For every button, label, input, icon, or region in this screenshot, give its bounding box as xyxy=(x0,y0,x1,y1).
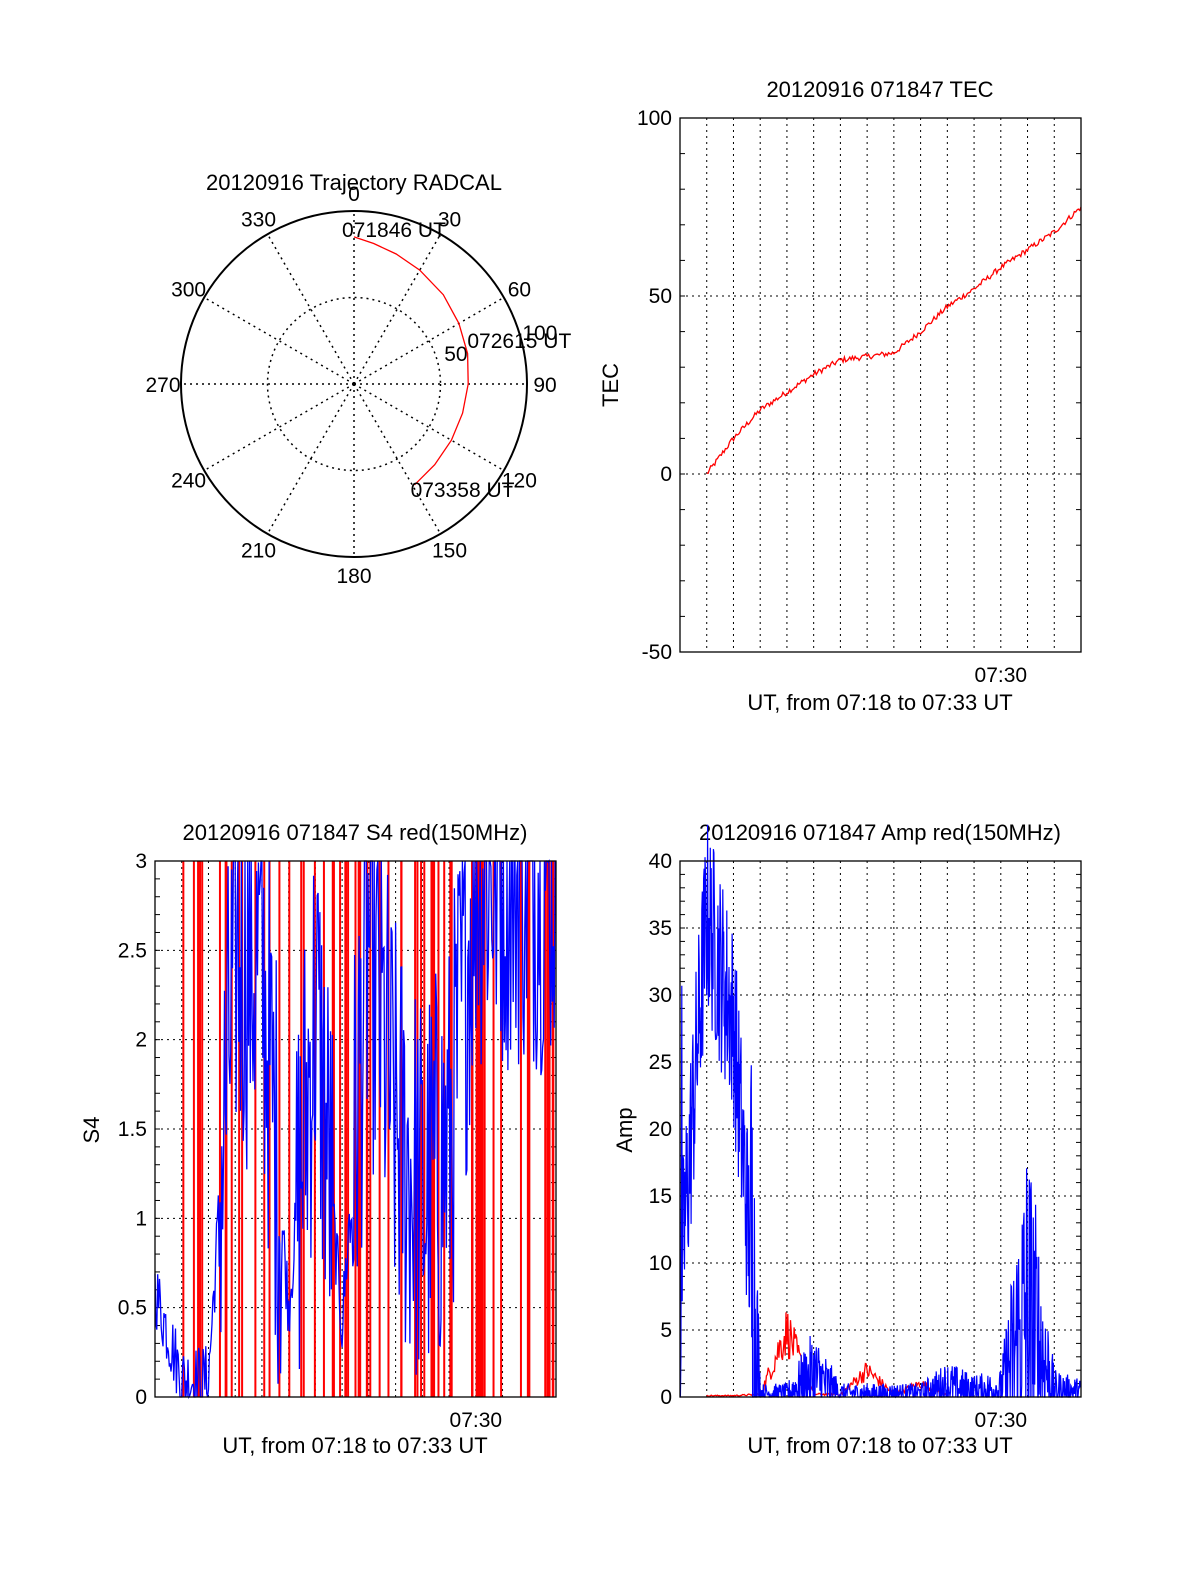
tec-xlabel: UT, from 07:18 to 07:33 UT xyxy=(747,690,1012,715)
polar-grid-circle xyxy=(266,296,442,472)
polar-time-annotation: 073358 UT xyxy=(411,479,515,502)
polar-spoke xyxy=(353,233,442,385)
polar-spoke xyxy=(353,383,505,472)
polar-time-annotation: 072615 UT xyxy=(467,330,571,353)
polar-radial-label: 100 xyxy=(522,322,557,345)
amp-title: 20120916 071847 Amp red(150MHz) xyxy=(699,820,1061,845)
amp-xtick-label: 07:30 xyxy=(975,1409,1028,1432)
s4-ytick-label: 0 xyxy=(135,1386,147,1409)
polar-angle-label: 330 xyxy=(241,209,276,232)
amp-ylabel: Amp xyxy=(612,1107,637,1152)
amp-ytick-label: 35 xyxy=(649,917,672,940)
tec-ylabel: TEC xyxy=(598,363,623,407)
polar-trajectory-line xyxy=(353,236,469,486)
tec-ytick-label: -50 xyxy=(642,641,672,664)
polar-angle-label: 300 xyxy=(171,279,206,302)
polar-radial-label: 50 xyxy=(444,343,467,366)
polar-angle-label: 270 xyxy=(145,374,180,397)
amp-ytick-label: 25 xyxy=(649,1051,672,1074)
tec-ytick-label: 0 xyxy=(660,463,672,486)
polar-spoke xyxy=(266,233,355,385)
s4-xtick-label: 07:30 xyxy=(450,1409,503,1432)
s4-xlabel: UT, from 07:18 to 07:33 UT xyxy=(222,1433,487,1458)
polar-title: 20120916 Trajectory RADCAL xyxy=(206,170,502,195)
polar-angle-label: 90 xyxy=(533,374,556,397)
s4-ytick-label: 1 xyxy=(135,1207,147,1230)
amp-ytick-label: 30 xyxy=(649,984,672,1007)
amp-plot-frame xyxy=(679,860,1082,1398)
polar-angle-label: 0 xyxy=(348,183,360,206)
amp-blue-series-line xyxy=(679,824,1082,1400)
polar-spoke xyxy=(353,296,505,385)
s4-blue-series-line xyxy=(154,859,556,1400)
s4-ytick-label: 2.5 xyxy=(118,939,147,962)
amp-ytick-label: 20 xyxy=(649,1118,672,1141)
s4-chart: 20120916 071847 S4 red(150MHz) UT, from … xyxy=(79,820,557,1458)
s4-ytick-label: 3 xyxy=(135,850,147,873)
tec-title: 20120916 071847 TEC xyxy=(766,77,993,102)
polar-outer-circle xyxy=(180,210,528,558)
polar-angle-label: 240 xyxy=(171,470,206,493)
amp-xlabel: UT, from 07:18 to 07:33 UT xyxy=(747,1433,1012,1458)
amp-ytick-label: 15 xyxy=(649,1185,672,1208)
polar-angle-label: 60 xyxy=(508,279,531,302)
tec-xtick-label: 07:30 xyxy=(975,664,1028,687)
tec-chart: 20120916 071847 TEC UT, from 07:18 to 07… xyxy=(598,77,1082,715)
tec-series-line xyxy=(706,206,1082,475)
amp-ytick-label: 0 xyxy=(660,1386,672,1409)
tec-plot-frame xyxy=(679,117,1082,653)
polar-angle-label: 210 xyxy=(241,539,276,562)
s4-title: 20120916 071847 S4 red(150MHz) xyxy=(183,820,528,845)
polar-angle-label: 120 xyxy=(502,470,537,493)
tec-ytick-label: 100 xyxy=(637,107,672,130)
amp-ytick-label: 40 xyxy=(649,850,672,873)
polar-spoke xyxy=(203,296,355,385)
amp-chart: 20120916 071847 Amp red(150MHz) UT, from… xyxy=(612,820,1082,1458)
s4-plot-frame xyxy=(154,860,557,1398)
polar-angle-label: 180 xyxy=(336,565,371,588)
s4-ylabel: S4 xyxy=(79,1117,104,1144)
polar-angle-label: 150 xyxy=(432,539,467,562)
polar-spoke xyxy=(353,383,442,535)
s4-ytick-label: 1.5 xyxy=(118,1118,147,1141)
polar-trajectory-chart: 20120916 Trajectory RADCAL 0 30 60 90 120 150… xyxy=(145,170,571,588)
s4-ytick-label: 0.5 xyxy=(118,1297,147,1320)
amp-ytick-label: 10 xyxy=(649,1252,672,1275)
polar-spoke xyxy=(266,383,355,535)
polar-spoke xyxy=(203,383,355,472)
s4-ytick-label: 2 xyxy=(135,1029,147,1052)
polar-angle-label: 30 xyxy=(438,209,461,232)
tec-ytick-label: 50 xyxy=(649,285,672,308)
polar-time-annotation: 071846 UT xyxy=(342,219,446,242)
amp-ytick-label: 5 xyxy=(660,1319,672,1342)
